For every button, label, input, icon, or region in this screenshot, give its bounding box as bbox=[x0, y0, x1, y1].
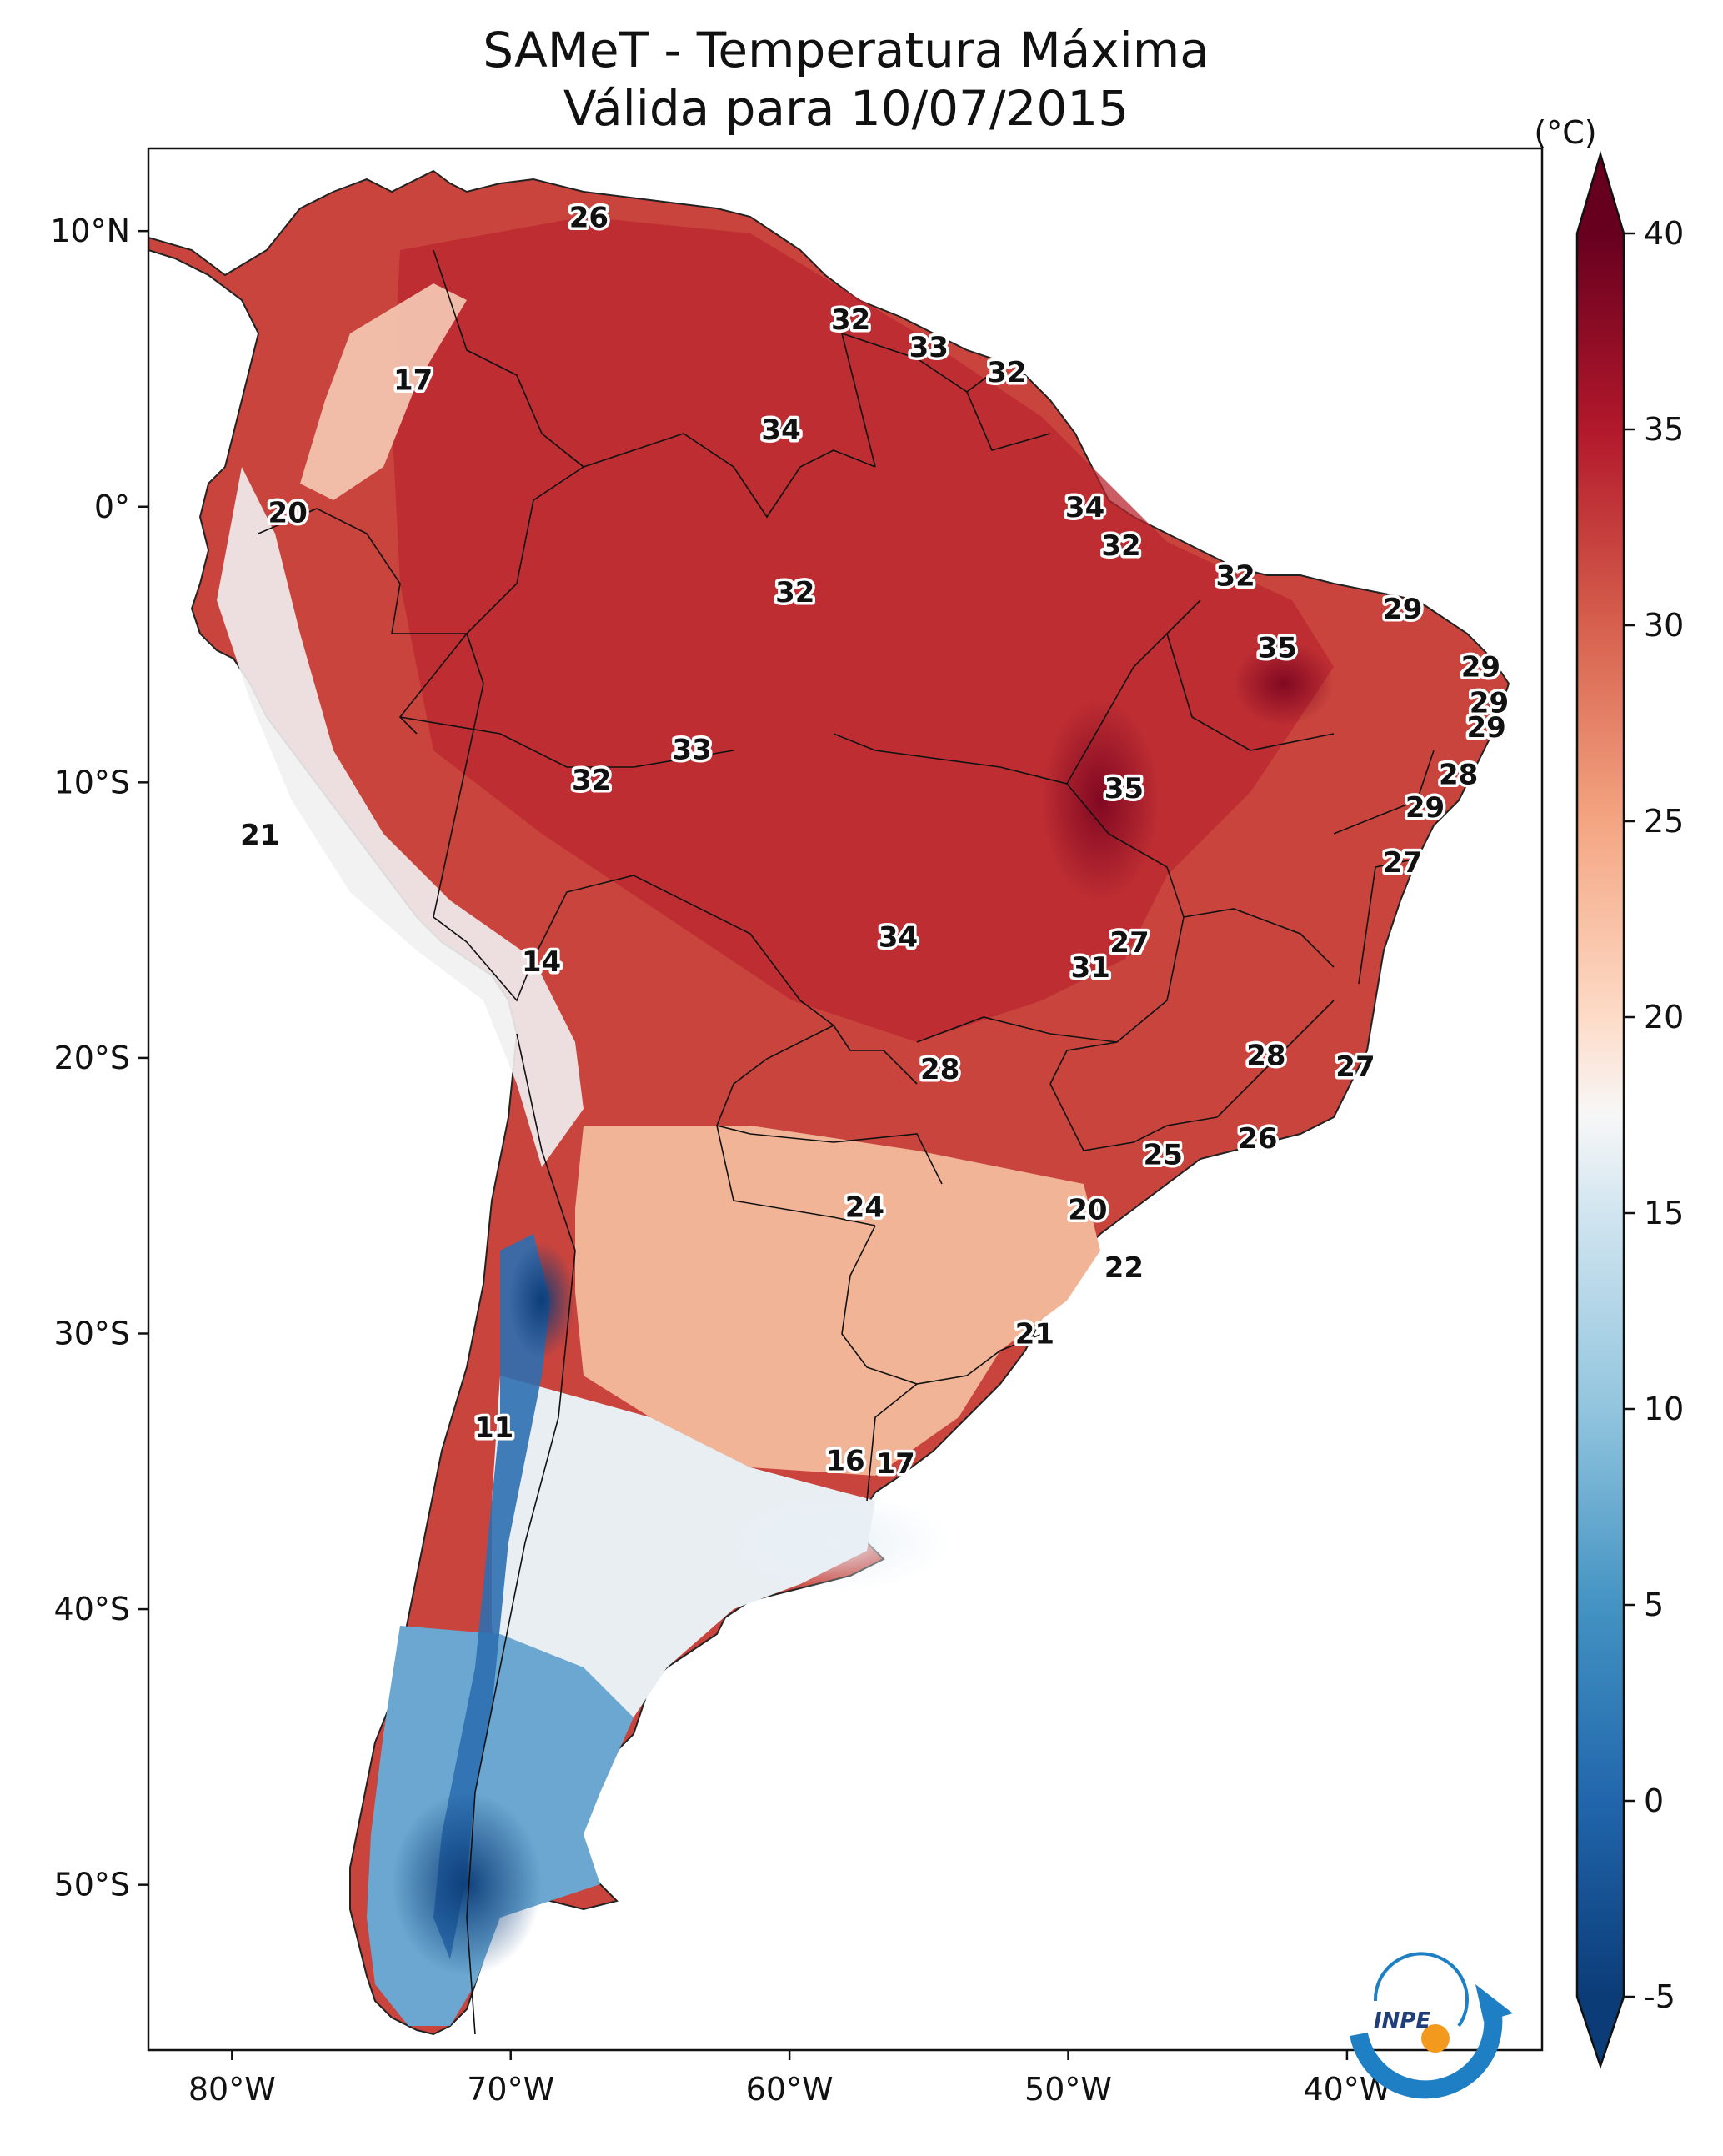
temperature-label: 29 bbox=[1383, 593, 1422, 626]
lat-tick-label: 10°S bbox=[54, 764, 130, 800]
temperature-label: 27 bbox=[1335, 1050, 1375, 1084]
colorbar-ticks: 40 35 30 25 20 15 10 5 0 -5 bbox=[1624, 215, 1684, 2015]
temperature-label: 32 bbox=[831, 303, 870, 337]
colorbar-tick-label: 20 bbox=[1644, 999, 1684, 1035]
temperature-label: 29 bbox=[1466, 711, 1505, 745]
colorbar-tick-label: 25 bbox=[1644, 803, 1684, 840]
temperature-label: 31 bbox=[1071, 951, 1110, 985]
temperature-label: 29 bbox=[1461, 650, 1500, 684]
logo-swoosh bbox=[1350, 2007, 1503, 2099]
temperature-label: 22 bbox=[1104, 1251, 1144, 1285]
temperature-label: 20 bbox=[268, 496, 308, 529]
latitude-axis: 10°N 0° 10°S 20°S 30°S 40°S 50°S bbox=[50, 213, 148, 1903]
lat-tick-label: 0° bbox=[94, 489, 130, 525]
temperature-field bbox=[148, 169, 1510, 2036]
temperature-label: 34 bbox=[761, 414, 800, 447]
country-borders bbox=[258, 249, 1435, 2035]
temperature-label: 11 bbox=[474, 1411, 513, 1445]
map-frame bbox=[147, 147, 1544, 2052]
colorbar-tick-label: 0 bbox=[1644, 1782, 1664, 1819]
lon-tick-label: 60°W bbox=[746, 2071, 834, 2108]
subtropical-region bbox=[575, 1126, 1100, 1476]
lat-tick-label: 50°S bbox=[54, 1867, 130, 1903]
colorbar-tick-label: 30 bbox=[1644, 607, 1684, 644]
temperature-label: 26 bbox=[1238, 1122, 1277, 1156]
lat-tick-label: 40°S bbox=[54, 1591, 130, 1627]
temperature-label: 27 bbox=[1109, 926, 1149, 960]
andes-north-cool-strip bbox=[217, 467, 584, 1167]
colorbar-bar bbox=[1575, 150, 1625, 2069]
lon-tick-label: 50°W bbox=[1024, 2071, 1112, 2108]
temperature-label: 32 bbox=[1101, 529, 1140, 563]
colorbar-tick-label: 35 bbox=[1644, 411, 1684, 448]
temperature-label: 32 bbox=[572, 764, 611, 797]
lon-tick-label: 80°W bbox=[188, 2071, 276, 2108]
temperature-label: 34 bbox=[1065, 491, 1104, 524]
lat-tick-label: 30°S bbox=[54, 1315, 130, 1351]
temperature-label: 32 bbox=[1215, 559, 1255, 593]
colorbar-tick-label: 10 bbox=[1644, 1391, 1684, 1427]
temperature-label: 16 bbox=[825, 1445, 864, 1478]
longitude-axis: 80°W 70°W 60°W 50°W 40°W bbox=[188, 2050, 1390, 2108]
temperature-label: 21 bbox=[1015, 1317, 1054, 1351]
lat-tick-label: 10°N bbox=[50, 213, 130, 249]
colorbar: (°C) 40 35 30 25 20 15 10 5 0 -5 bbox=[1534, 114, 1684, 2069]
temperature-label: 21 bbox=[240, 819, 279, 852]
lon-tick-label: 70°W bbox=[467, 2071, 554, 2108]
temperature-label: 25 bbox=[1144, 1139, 1183, 1172]
colorbar-tick-label: 40 bbox=[1644, 215, 1684, 252]
temperature-label: 35 bbox=[1258, 631, 1297, 664]
logo-text: INPE bbox=[1374, 2008, 1430, 2033]
temperature-label: 33 bbox=[672, 734, 711, 767]
logo-sun bbox=[1421, 2024, 1450, 2053]
logo-orbit bbox=[1373, 1952, 1469, 2028]
lat-tick-label: 20°S bbox=[54, 1040, 130, 1076]
temperature-label: 35 bbox=[1104, 772, 1144, 805]
inpe-logo: INPE bbox=[1350, 1952, 1513, 2099]
temperature-label: 28 bbox=[1439, 758, 1478, 791]
colorbar-unit: (°C) bbox=[1534, 114, 1596, 151]
temperature-label: 20 bbox=[1068, 1194, 1107, 1227]
temperate-region bbox=[492, 1376, 875, 1767]
logo-arrow bbox=[1475, 1984, 1513, 2022]
temperature-label: 28 bbox=[1246, 1040, 1285, 1073]
temperature-label: 17 bbox=[876, 1447, 915, 1481]
temperature-label: 29 bbox=[1470, 686, 1509, 720]
andes-cold-strip bbox=[433, 1234, 550, 1959]
temperature-label: 33 bbox=[909, 331, 949, 364]
title-line-1: SAMeT - Temperatura Máxima bbox=[483, 22, 1210, 78]
temperature-label: 24 bbox=[845, 1191, 884, 1224]
temperature-label: 32 bbox=[987, 356, 1026, 389]
temperature-label: 28 bbox=[920, 1053, 959, 1086]
temperature-label: 27 bbox=[1383, 846, 1422, 880]
temperature-label: 14 bbox=[522, 945, 561, 979]
temperature-label: 29 bbox=[1405, 791, 1445, 825]
temperature-label: 34 bbox=[879, 920, 918, 954]
map-title: SAMeT - Temperatura Máxima Válida para 1… bbox=[0, 21, 1692, 138]
title-line-2: Válida para 10/07/2015 bbox=[563, 80, 1129, 137]
temperature-label: 26 bbox=[569, 202, 609, 235]
colombia-cool-strip bbox=[300, 283, 467, 500]
colorbar-tick-label: -5 bbox=[1644, 1978, 1675, 2015]
colorbar-tick-label: 15 bbox=[1644, 1195, 1684, 1231]
temperature-label: 17 bbox=[393, 364, 433, 398]
colorbar-tick-label: 5 bbox=[1644, 1587, 1664, 1623]
temperature-label: 32 bbox=[775, 576, 814, 609]
